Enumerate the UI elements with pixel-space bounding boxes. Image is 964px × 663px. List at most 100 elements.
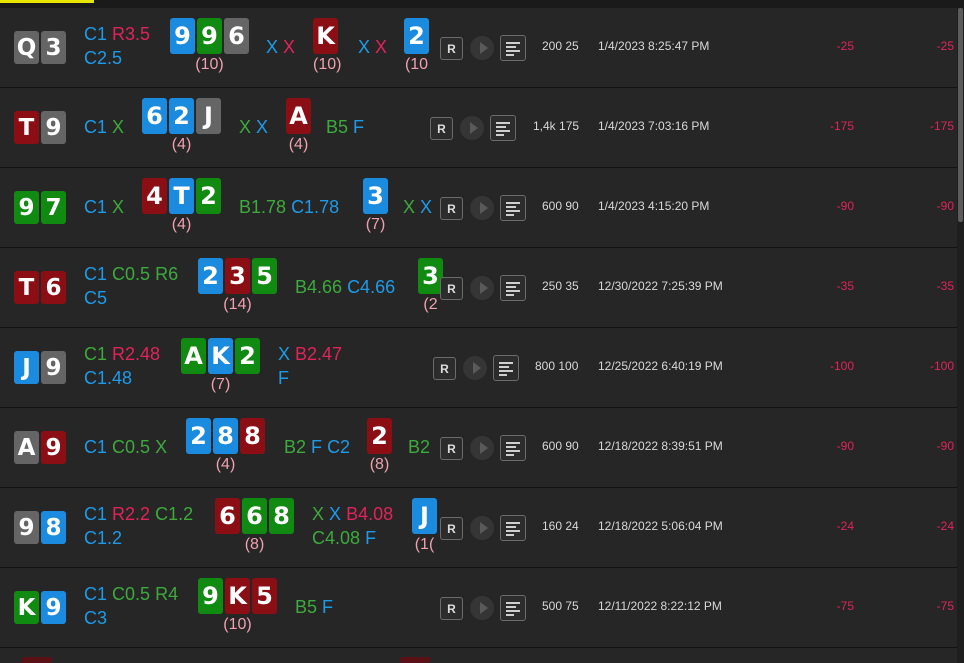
scrollbar-thumb[interactable] [958, 8, 963, 222]
play-icon[interactable] [470, 196, 494, 220]
list-line [506, 454, 514, 456]
board-cards: J [412, 498, 437, 534]
replay-button[interactable]: R [440, 197, 463, 220]
play-triangle [472, 362, 481, 374]
hand-row[interactable]: 9 7 C1 X 4 T 2 (4) B1.78 C1.78 3 (7) X X R 600 90 1/4… [0, 168, 957, 248]
hand-row[interactable]: Q 3 C1 R3.5 C2.5 9 9 6 (10) X X K (10) X X 2 (10 R 200 … [0, 8, 957, 88]
diamond-card: 8 [213, 418, 238, 454]
action-top: X X [239, 115, 268, 139]
board-cards: 3 [418, 258, 443, 294]
action-line: C1 C0.5 R4 C3 [84, 582, 178, 630]
action-top: X X [358, 35, 387, 59]
list-line [506, 206, 516, 208]
list-line [499, 370, 513, 372]
list-line [496, 134, 504, 136]
heart-card: 4 [142, 178, 167, 214]
list-line [506, 46, 516, 48]
spade-card: 9 [41, 351, 66, 384]
club-card: 2 [235, 338, 260, 374]
list-line [506, 606, 516, 608]
action-line: C1 R2.48 C1.48 [84, 342, 160, 390]
play-icon[interactable] [470, 36, 494, 60]
stakes-text: 200 25 [542, 39, 579, 53]
replay-button[interactable]: R [440, 597, 463, 620]
action-token: C1.48 [84, 368, 133, 388]
pot-size: (10) [223, 616, 252, 633]
replay-button[interactable]: R [440, 37, 463, 60]
action-token: C2 [327, 437, 351, 457]
hand-row[interactable]: 9 8 C1 R2.2 C1.2 C1.2 6 6 8 (8) X X B4.08 C4.08 F… [0, 488, 957, 568]
heart-card: 2 [367, 418, 392, 454]
play-icon[interactable] [470, 516, 494, 540]
action-token: B5 [326, 117, 349, 137]
play-icon[interactable] [470, 596, 494, 620]
list-line [496, 122, 510, 124]
action-token: B2.47 [295, 344, 343, 364]
action-line: B5 F [326, 115, 364, 139]
list-icon[interactable] [500, 595, 526, 621]
pot-size: (4) [288, 136, 309, 153]
result-total: -90 [936, 439, 954, 453]
board-street: 2 3 5 (14) [198, 258, 277, 315]
action-token: R3.5 [112, 24, 151, 44]
heart-card: K [225, 578, 250, 614]
board-street: 9 9 6 (10) [170, 18, 249, 75]
replay-button[interactable]: R [430, 117, 453, 140]
replay-button[interactable]: R [440, 277, 463, 300]
play-icon[interactable] [460, 116, 484, 140]
action-top: B5 F [295, 595, 333, 619]
list-icon[interactable] [493, 355, 519, 381]
card-peek [400, 657, 430, 663]
action-token: X [239, 117, 252, 137]
club-card: 9 [197, 18, 222, 54]
list-icon[interactable] [490, 115, 516, 141]
list-line [499, 362, 513, 364]
board-street: 2 8 8 (4) [186, 418, 265, 475]
hand-row[interactable]: K 9 C1 C0.5 R4 C3 9 K 5 (10) B5 F R 500 75 12/11/20… [0, 568, 957, 648]
action-top: X X [403, 195, 432, 219]
spade-card: A [14, 431, 39, 464]
action-top: B1.78 C1.78 [239, 195, 339, 219]
hand-row[interactable]: T 9 C1 X 6 2 J (4) X X A (4) B5 F R 1,4k 175 1/4/2023… [0, 88, 957, 168]
list-icon[interactable] [500, 195, 526, 221]
action-line: C1 X [84, 115, 124, 139]
action-top: B2 [408, 435, 430, 459]
play-icon[interactable] [470, 436, 494, 460]
list-icon[interactable] [500, 515, 526, 541]
list-line [499, 374, 507, 376]
replay-button[interactable]: R [433, 357, 456, 380]
stakes-text: 1,4k 175 [533, 119, 580, 133]
list-icon[interactable] [500, 435, 526, 461]
play-icon[interactable] [463, 356, 487, 380]
heart-card: 8 [240, 418, 265, 454]
play-triangle [479, 602, 488, 614]
diamond-card: 2 [404, 18, 429, 54]
action-token: X [256, 117, 269, 137]
action-bottom: F [278, 366, 342, 390]
club-card: 7 [41, 191, 66, 224]
replay-button[interactable]: R [440, 437, 463, 460]
club-card: 3 [418, 258, 443, 294]
replay-button[interactable]: R [440, 517, 463, 540]
list-icon[interactable] [500, 35, 526, 61]
list-icon[interactable] [500, 275, 526, 301]
board-street: 6 6 8 (8) [215, 498, 294, 555]
hand-row[interactable]: A 9 C1 C0.5 X 2 8 8 (4) B2 F C2 2 (8) B2 R 600 90 12/… [0, 408, 957, 488]
board-street: 3 (2 [418, 258, 443, 315]
action-top: C1 R3.5 [84, 22, 150, 46]
board-street: 6 2 J (4) [142, 98, 221, 155]
heart-card: A [286, 98, 311, 134]
hand-row[interactable]: J 9 C1 R2.48 C1.48 A K 2 (7) X B2.47 F R 800 100 12/… [0, 328, 957, 408]
pot-size: (2 [423, 296, 438, 313]
list-line [506, 42, 520, 44]
play-icon[interactable] [470, 276, 494, 300]
result-value: -35 [836, 279, 854, 293]
scrollbar-track[interactable] [957, 8, 964, 663]
play-triangle [479, 42, 488, 54]
card-peek [22, 657, 52, 663]
action-top: X X B4.08 [312, 502, 393, 526]
hand-row[interactable]: T 6 C1 C0.5 R6 C5 2 3 5 (14) B4.66 C4.66 3 (2 R 250 … [0, 248, 957, 328]
board-cards: 2 [367, 418, 392, 454]
